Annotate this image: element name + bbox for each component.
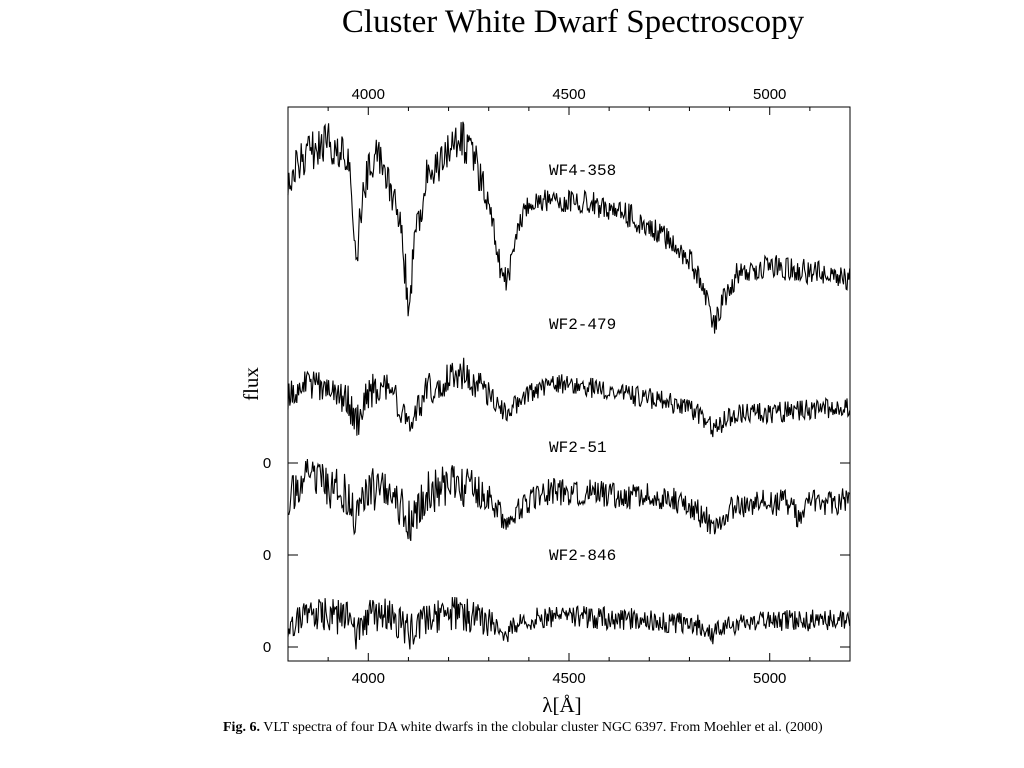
spectrum-line [288, 458, 851, 541]
zero-label: 0 [263, 455, 271, 472]
spectrum-line [287, 121, 851, 334]
series-label: WF4-358 [549, 162, 616, 180]
x-tick-label-top: 4000 [352, 86, 385, 103]
y-axis-title: flux [239, 367, 263, 401]
caption-text: VLT spectra of four DA white dwarfs in t… [263, 720, 823, 735]
series-label: WF2-479 [549, 316, 616, 334]
series-label: WF2-846 [549, 547, 616, 565]
top-axis: 4000 4500 5000 [327, 86, 811, 115]
series-label: WF2-51 [549, 439, 607, 457]
figure-caption: Fig. 6. VLT spectra of four DA white dwa… [223, 720, 983, 736]
slide-title: Cluster White Dwarf Spectroscopy [341, 4, 805, 40]
x-tick-label-top: 4500 [552, 86, 585, 103]
series-group [287, 121, 851, 650]
x-tick-label-bottom: 4500 [552, 670, 585, 687]
zero-label: 0 [263, 639, 271, 656]
x-tick-label-bottom: 5000 [753, 670, 786, 687]
series-labels: WF4-358 WF2-479 WF2-51 WF2-846 [549, 162, 616, 565]
spectrum-line [287, 596, 851, 650]
zero-label: 0 [263, 547, 271, 564]
x-axis-title: λ[Å] [542, 693, 581, 717]
x-tick-label-bottom: 4000 [352, 670, 385, 687]
spectrum-line [287, 357, 851, 438]
x-tick-label-top: 5000 [753, 86, 786, 103]
caption-prefix: Fig. 6. [223, 720, 260, 735]
bottom-axis: 4000 4500 5000 [327, 653, 811, 687]
zero-level-ticks: 0 0 0 [263, 455, 850, 656]
